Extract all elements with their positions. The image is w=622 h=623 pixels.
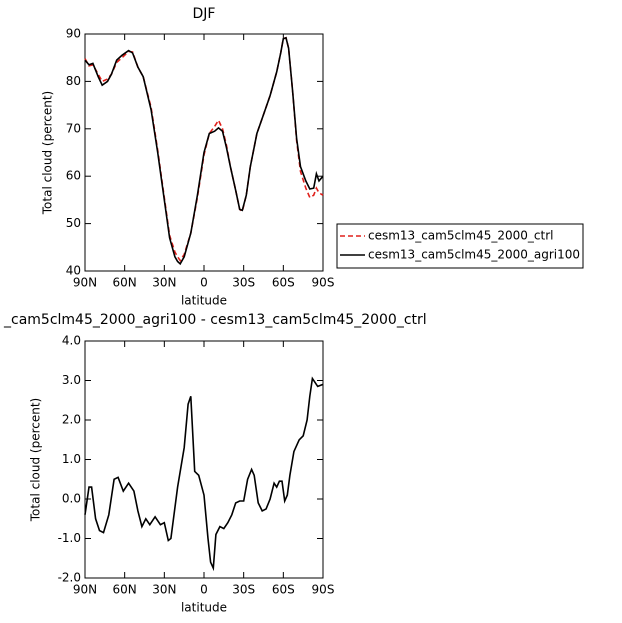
y-tick-label: -2.0 — [58, 571, 81, 585]
y-tick-label: 90 — [66, 27, 81, 41]
y-tick-label: 70 — [66, 121, 81, 135]
x-tick-label: 30N — [152, 276, 176, 290]
y-tick-label: 1.0 — [62, 452, 81, 466]
x-tick-label: 90S — [312, 583, 335, 597]
y-tick-label: 80 — [66, 74, 81, 88]
x-tick-label: 90N — [73, 276, 97, 290]
legend-box — [336, 223, 584, 269]
x-tick-label: 60N — [113, 583, 137, 597]
y-tick-label: 4.0 — [62, 334, 81, 348]
y-tick-label: -1.0 — [58, 531, 81, 545]
y-axis-label: Total cloud (percent) — [29, 398, 43, 522]
plot-frame — [84, 340, 324, 579]
y-tick-label: 40 — [66, 264, 81, 278]
x-tick-label: 30S — [232, 276, 255, 290]
x-tick-label: 90N — [73, 583, 97, 597]
legend-label: cesm13_cam5clm45_2000_agri100 — [368, 248, 580, 262]
series-line — [84, 376, 324, 572]
y-tick-label: 2.0 — [62, 413, 81, 427]
y-tick-label: 60 — [66, 169, 81, 183]
chart-title: DJF — [193, 6, 216, 22]
x-tick-label: 30N — [152, 583, 176, 597]
y-tick-label: 3.0 — [62, 373, 81, 387]
y-axis-label: Total cloud (percent) — [41, 91, 55, 215]
x-tick-label: 90S — [312, 276, 335, 290]
x-tick-label: 60N — [113, 276, 137, 290]
legend-label: cesm13_cam5clm45_2000_ctrl — [368, 229, 553, 243]
x-axis-label: latitude — [181, 294, 227, 308]
x-tick-label: 0 — [200, 583, 208, 597]
chart-title: _cam5clm45_2000_agri100 - cesm13_cam5clm… — [3, 312, 427, 328]
x-tick-label: 60S — [272, 583, 295, 597]
y-tick-label: 50 — [66, 216, 81, 230]
series-line — [84, 36, 324, 263]
x-tick-label: 60S — [272, 276, 295, 290]
x-tick-label: 30S — [232, 583, 255, 597]
x-tick-label: 0 — [200, 276, 208, 290]
series-line — [84, 36, 324, 266]
y-tick-label: 0.0 — [62, 492, 81, 506]
x-axis-label: latitude — [181, 601, 227, 615]
